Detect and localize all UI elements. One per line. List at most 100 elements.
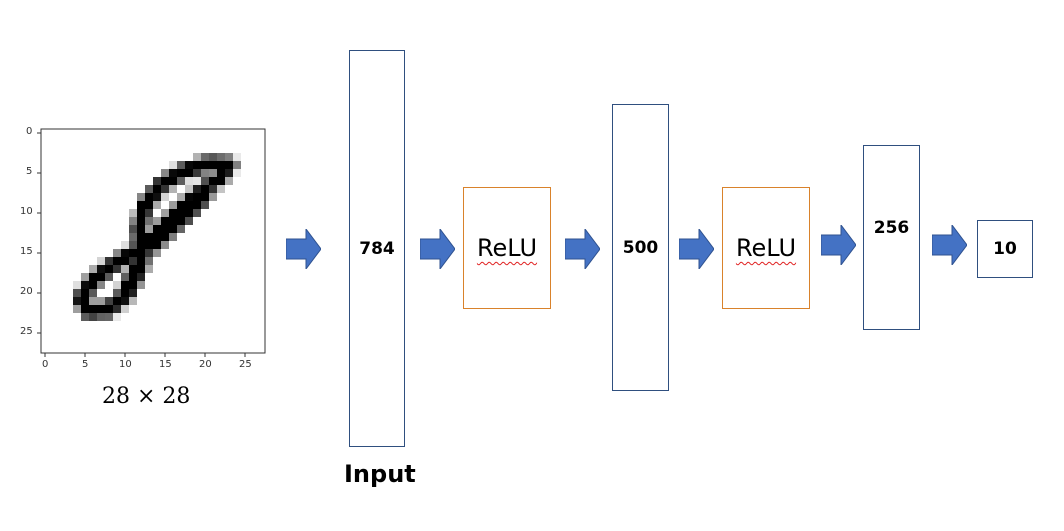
digit-pixel xyxy=(233,161,241,169)
digit-pixel xyxy=(145,257,153,265)
y-tick-label: 0 xyxy=(26,126,33,137)
digit-pixel xyxy=(113,281,121,289)
digit-pixel xyxy=(129,209,137,217)
y-tick-label: 5 xyxy=(26,166,33,177)
digit-pixel xyxy=(209,185,217,193)
digit-pixel xyxy=(145,201,153,209)
digit-pixel xyxy=(105,273,113,281)
arrow-icon xyxy=(679,229,714,269)
digit-pixel xyxy=(121,249,129,257)
digit-pixel xyxy=(145,217,153,225)
digit-pixel xyxy=(201,193,209,201)
digit-pixel xyxy=(105,265,113,273)
digit-pixel xyxy=(129,225,137,233)
digit-pixel xyxy=(137,265,145,273)
digit-pixel xyxy=(177,225,185,233)
digit-pixel xyxy=(161,233,169,241)
x-tick-label: 20 xyxy=(199,359,212,370)
digit-pixel xyxy=(169,233,177,241)
digit-pixel xyxy=(153,225,161,233)
digit-pixel xyxy=(161,225,169,233)
y-tick-label: 20 xyxy=(20,286,33,297)
digit-pixel xyxy=(97,313,105,321)
digit-pixel xyxy=(145,249,153,257)
digit-pixel xyxy=(137,257,145,265)
digit-pixel xyxy=(193,201,201,209)
digit-pixel xyxy=(137,209,145,217)
digit-pixel xyxy=(185,177,193,185)
digit-pixel xyxy=(209,153,217,161)
input-layer-units: 784 xyxy=(359,238,395,259)
digit-pixel xyxy=(113,249,121,257)
digit-pixel xyxy=(225,177,233,185)
digit-pixel xyxy=(177,169,185,177)
digit-pixel xyxy=(201,153,209,161)
digit-pixel xyxy=(89,313,97,321)
digit-pixel xyxy=(201,161,209,169)
digit-pixel xyxy=(89,265,97,273)
digit-pixel xyxy=(153,249,161,257)
digit-pixel xyxy=(129,289,137,297)
digit-pixel xyxy=(217,185,225,193)
digit-pixel xyxy=(73,289,81,297)
arrow-icon xyxy=(565,229,600,269)
digit-pixel xyxy=(97,305,105,313)
digit-pixel xyxy=(81,297,89,305)
digit-pixel xyxy=(113,297,121,305)
digit-pixel xyxy=(209,177,217,185)
digit-pixel xyxy=(89,297,97,305)
relu-box: ReLU xyxy=(463,187,551,309)
digit-pixel xyxy=(217,177,225,185)
relu-label: ReLU xyxy=(735,234,797,262)
x-tick-label: 10 xyxy=(119,359,132,370)
digit-pixel xyxy=(89,281,97,289)
digit-pixel xyxy=(193,185,201,193)
digit-pixel xyxy=(81,289,89,297)
digit-pixel xyxy=(161,193,169,201)
output-layer-box: 10 xyxy=(977,220,1033,278)
digit-pixel xyxy=(105,313,113,321)
digit-pixel xyxy=(121,289,129,297)
digit-pixel xyxy=(153,217,161,225)
digit-pixel xyxy=(121,241,129,249)
digit-pixel xyxy=(233,169,241,177)
digit-pixel xyxy=(81,305,89,313)
x-tick-label: 15 xyxy=(159,359,172,370)
digit-pixel xyxy=(113,289,121,297)
mnist-image-plot: 0 5 10 15 20 25 0 5 10 15 20 25 xyxy=(14,125,274,370)
digit-pixel xyxy=(129,249,137,257)
digit-pixel xyxy=(137,233,145,241)
digit-pixel xyxy=(169,201,177,209)
digit-pixel xyxy=(137,225,145,233)
digit-pixel xyxy=(169,169,177,177)
digit-pixel xyxy=(137,201,145,209)
digit-pixel xyxy=(201,201,209,209)
digit-pixel xyxy=(105,257,113,265)
digit-pixel xyxy=(113,265,121,273)
digit-pixel xyxy=(209,161,217,169)
digit-pixel xyxy=(153,201,161,209)
digit-pixel xyxy=(169,225,177,233)
digit-pixel xyxy=(161,169,169,177)
digit-pixel xyxy=(193,209,201,217)
digit-pixel xyxy=(97,257,105,265)
digit-pixel xyxy=(169,185,177,193)
digit-pixel xyxy=(73,297,81,305)
digit-pixel-grid xyxy=(73,153,241,321)
digit-pixel xyxy=(153,233,161,241)
digit-pixel xyxy=(153,241,161,249)
digit-pixel xyxy=(129,257,137,265)
digit-pixel xyxy=(185,201,193,209)
digit-pixel xyxy=(185,217,193,225)
y-tick-label: 25 xyxy=(20,326,33,337)
digit-pixel xyxy=(89,273,97,281)
digit-pixel xyxy=(161,241,169,249)
digit-pixel xyxy=(113,257,121,265)
relu-box: ReLU xyxy=(722,187,810,309)
digit-pixel xyxy=(97,281,105,289)
digit-pixel xyxy=(145,225,153,233)
digit-pixel xyxy=(185,169,193,177)
digit-pixel xyxy=(129,233,137,241)
digit-pixel xyxy=(97,265,105,273)
digit-pixel xyxy=(185,161,193,169)
